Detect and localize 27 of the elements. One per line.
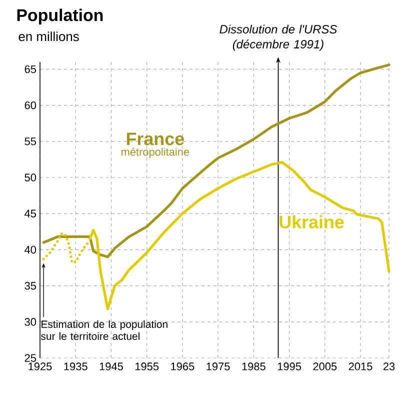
y-tick-label: 35	[24, 282, 36, 290]
y-tick-label: 40	[24, 246, 36, 254]
x-tick-label: 1935	[64, 362, 88, 370]
x-tick-label: 1985	[242, 362, 266, 370]
y-tick-label: 60	[24, 101, 36, 110]
annotation: métropolitaine	[121, 148, 190, 158]
x-tick-label: 1945	[100, 362, 123, 370]
y-tick-label: 55	[24, 138, 36, 146]
x-tick-label: 1925	[28, 362, 52, 370]
annotation: Estimation de la population sur le territoire actuel	[41, 320, 168, 340]
x-tick-label: 1975	[206, 362, 230, 370]
y-tick-label: 45	[24, 210, 36, 218]
x-tick-label: 1965	[171, 362, 194, 370]
x-tick-label: 1955	[135, 362, 159, 370]
y-tick-label: 25	[24, 354, 36, 362]
series-label: France	[126, 132, 184, 146]
x-tick-label: 1995	[278, 362, 301, 370]
chart-title: Population	[17, 8, 103, 25]
y-tick-label: 50	[24, 174, 36, 182]
chart-subtitle: en millions	[18, 32, 79, 42]
x-tick-label: 23	[383, 362, 395, 370]
x-tick-label: 2005	[313, 362, 337, 370]
x-tick-label: 2015	[348, 362, 372, 370]
ref-line-label: Dissolution de l'URSS (décembre 1991)	[220, 24, 338, 51]
series-label: Ukraine	[280, 215, 344, 228]
y-tick-label: 65	[24, 65, 36, 74]
y-tick-label: 30	[24, 318, 36, 326]
